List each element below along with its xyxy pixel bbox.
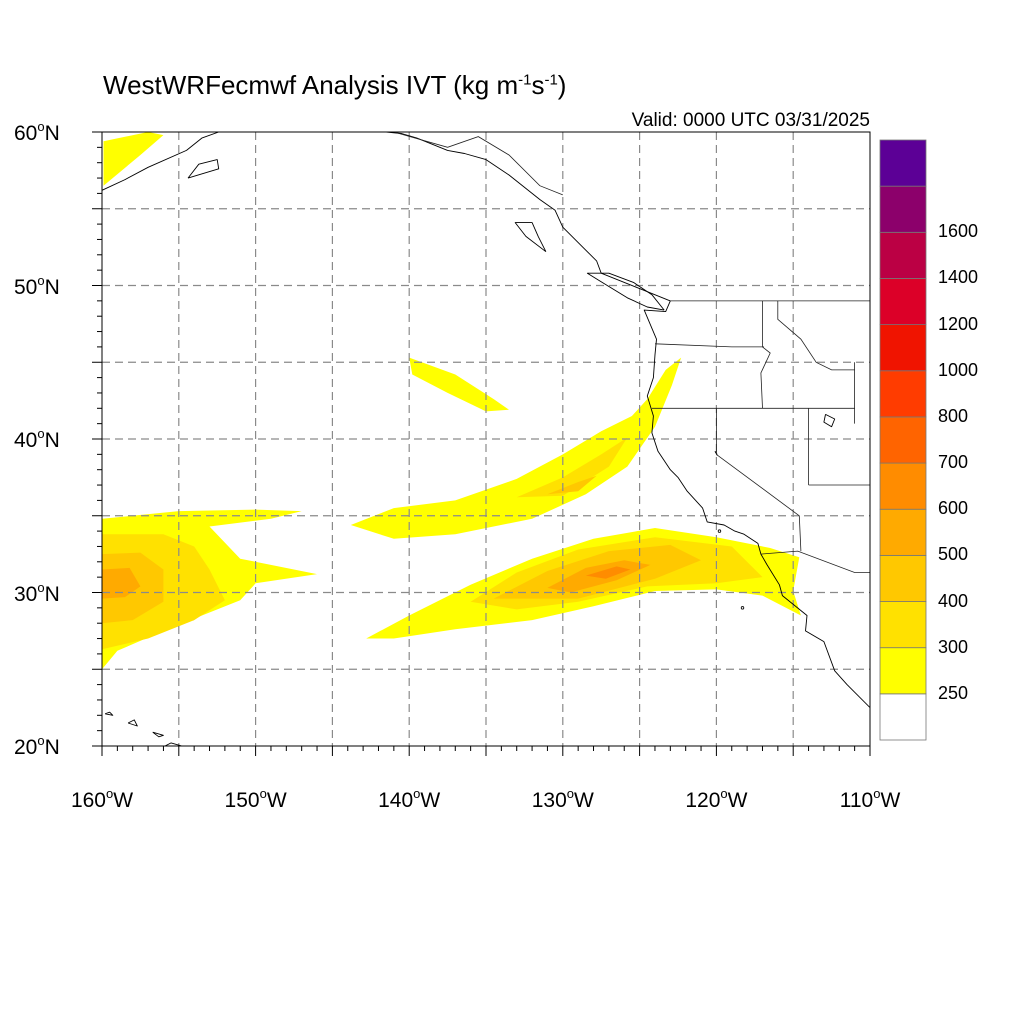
oregon-offshore-filament [409, 357, 509, 412]
colorbar-label: 1600 [938, 221, 979, 242]
lat-tick-label: 30oN [14, 579, 60, 606]
kauai [104, 711, 114, 716]
kodiak-island [187, 159, 220, 179]
colorbar-label: 500 [938, 544, 969, 565]
lat-tick-label: 50oN [14, 272, 60, 299]
washington-idaho [760, 300, 771, 409]
ivt-shaded-contours [102, 132, 801, 670]
colorbar-box [879, 693, 927, 741]
maui [152, 731, 164, 738]
colorbar-box [879, 139, 927, 187]
california-nevada [716, 408, 802, 552]
colorbar [879, 139, 927, 741]
great-salt-lake [823, 413, 836, 428]
colorbar-box [879, 462, 927, 510]
hawaii-big-island [164, 742, 183, 746]
colorbar-label: 400 [938, 590, 969, 611]
lon-tick-label: 120oW [685, 786, 748, 812]
colorbar-box [879, 508, 927, 556]
colorbar-box [879, 324, 927, 372]
axis-ticks [92, 131, 871, 756]
oahu [127, 719, 138, 727]
colorbar-label: 1200 [938, 313, 979, 334]
lat-tick-label: 20oN [14, 733, 60, 759]
idaho-montana [777, 300, 855, 371]
valid-time: Valid: 0000 UTC 03/31/2025 [631, 110, 870, 131]
vancouver-island [586, 272, 665, 311]
plume-central-400 [547, 475, 597, 495]
colorbar-box [879, 231, 927, 279]
colorbar-box [879, 554, 927, 602]
map-title: WestWRFecmwf Analysis IVT (kg m-1s-1) [103, 70, 567, 100]
graticule [102, 132, 870, 746]
lon-tick-label: 110oW [839, 786, 901, 812]
colorbar-box [879, 278, 927, 326]
us-mexico-border [760, 550, 870, 573]
colorbar-box [879, 416, 927, 464]
haida-gwaii [514, 222, 547, 253]
colorbar-box [879, 185, 927, 233]
washington-oregon [654, 343, 764, 348]
colorbar-box [879, 601, 927, 649]
gulf-of-alaska-patch [103, 132, 164, 186]
channel-islands [717, 529, 722, 533]
north-america-west-coast [386, 132, 870, 708]
colorbar-label: 300 [938, 636, 969, 657]
lon-tick-label: 150oW [224, 786, 287, 812]
plume-south-600 [585, 566, 631, 579]
lon-tick-label: 140oW [378, 786, 441, 812]
alaska-bc-border [393, 132, 563, 196]
colorbar-label: 250 [938, 682, 969, 703]
colorbar-box [879, 370, 927, 418]
alaska-peninsula [102, 132, 219, 191]
lon-tick-label: 130oW [531, 786, 594, 812]
colorbar-label: 1400 [938, 267, 979, 288]
colorbar-box [879, 647, 927, 695]
lat-tick-label: 60oN [14, 119, 60, 145]
colorbar-label: 700 [938, 452, 969, 473]
guadalupe-island [740, 606, 745, 610]
lon-tick-label: 160oW [70, 786, 134, 812]
plume-west-500 [102, 567, 141, 599]
colorbar-label: 1000 [938, 359, 979, 380]
plume-central-outer [350, 357, 682, 539]
lat-tick-label: 40oN [14, 426, 60, 452]
colorbar-label: 800 [938, 405, 969, 426]
colorbar-label: 600 [938, 498, 969, 519]
coastlines-and-borders [102, 132, 870, 746]
